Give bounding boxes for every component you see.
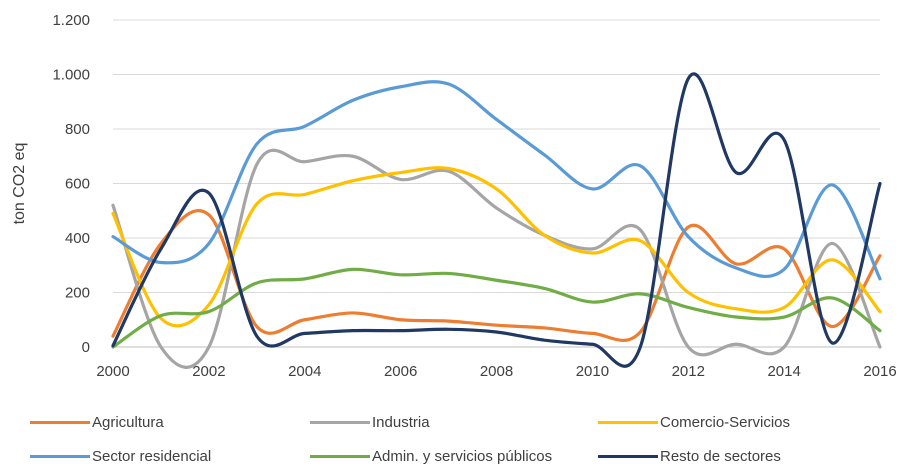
- y-tick-label: 0: [82, 339, 90, 356]
- series-line-1: [111, 148, 882, 369]
- gridlines: [113, 19, 880, 348]
- series-lines: [111, 72, 882, 369]
- y-tick-label: 600: [65, 176, 90, 193]
- x-tick-label: 2010: [576, 363, 609, 380]
- x-tick-label: 2008: [480, 363, 513, 380]
- x-tick-label: 2004: [288, 363, 321, 380]
- series-line-2: [111, 166, 882, 328]
- x-tick-label: 2016: [863, 363, 896, 380]
- y-tick-label: 1.200: [52, 12, 90, 29]
- x-tick-label: 2006: [384, 363, 417, 380]
- y-tick-label: 400: [65, 230, 90, 247]
- series-line-5: [111, 72, 882, 368]
- y-tick-label: 800: [65, 121, 90, 138]
- x-axis-tick-labels: 2000 2002 2004 2006 2008 2010 2012 2014 2016: [96, 363, 896, 380]
- x-tick-label: 2002: [192, 363, 225, 380]
- series-line-0: [111, 208, 882, 342]
- series-line-3: [111, 80, 882, 281]
- x-tick-label: 2014: [767, 363, 800, 380]
- y-axis-tick-labels: 0 200 400 600 800 1.000 1.200: [52, 12, 90, 356]
- y-axis-label: ton CO2 eq: [11, 143, 28, 225]
- y-tick-label: 1.000: [52, 67, 90, 84]
- x-tick-label: 2012: [672, 363, 705, 380]
- x-tick-label: 2000: [96, 363, 129, 380]
- y-tick-label: 200: [65, 285, 90, 302]
- series-line-4: [111, 267, 882, 349]
